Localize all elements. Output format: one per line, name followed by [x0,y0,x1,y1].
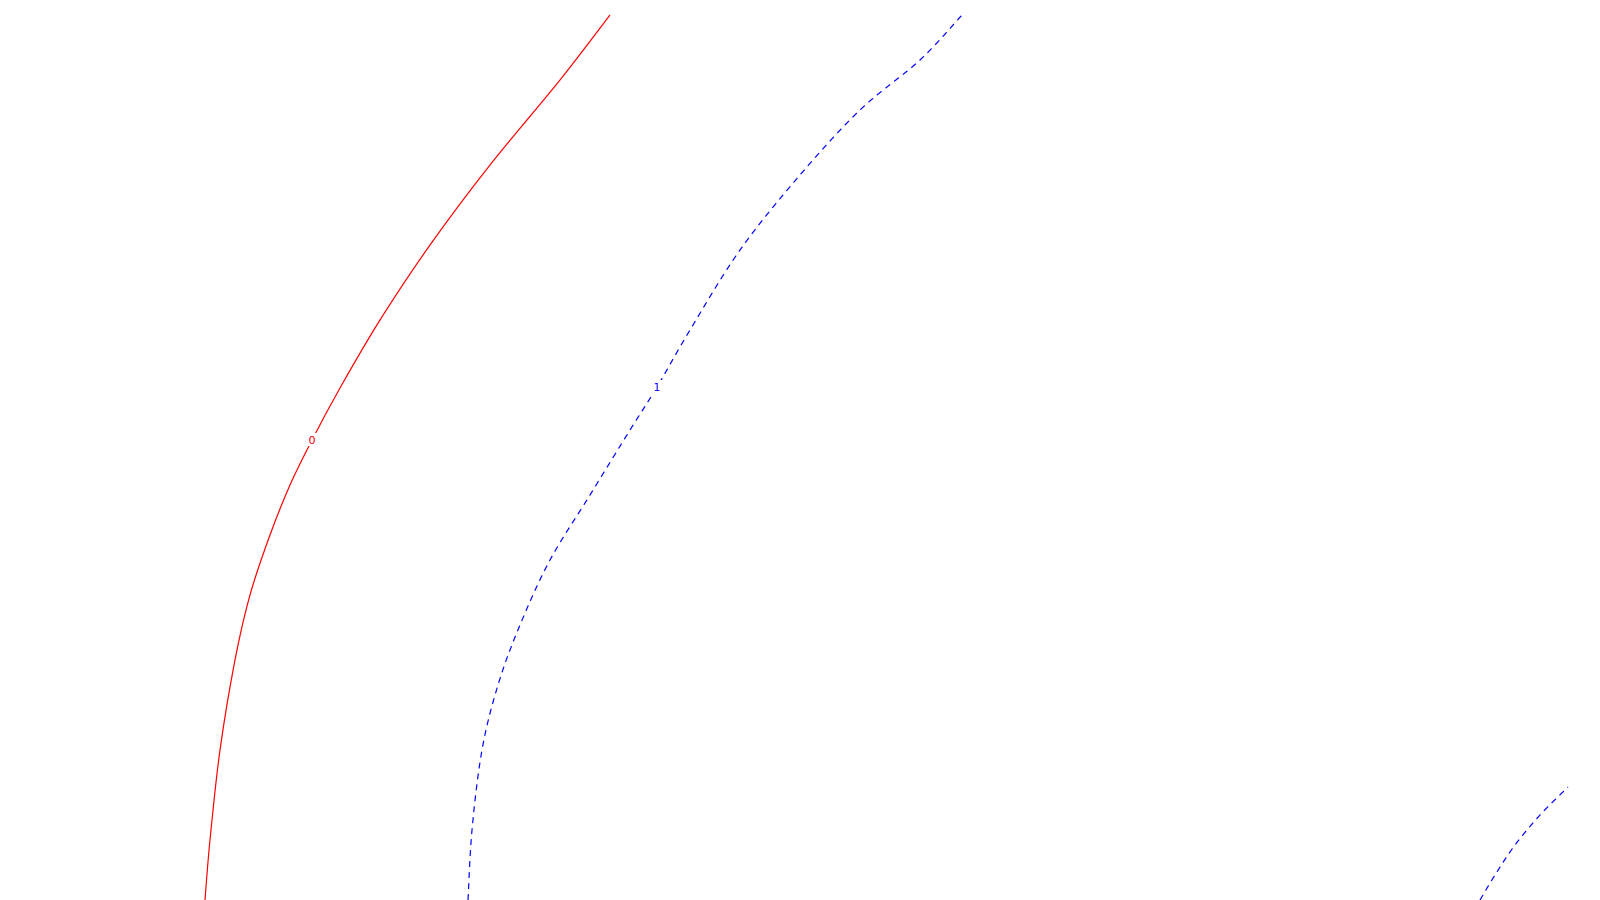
contour-labels: 01 [307,380,662,447]
contour-label-0: 0 [309,434,316,447]
contour-label-bg-0 [307,433,317,446]
contour-label-bg-1 [652,380,662,393]
contour-label-1: 1 [654,381,661,394]
contour-line-1 [467,14,963,900]
